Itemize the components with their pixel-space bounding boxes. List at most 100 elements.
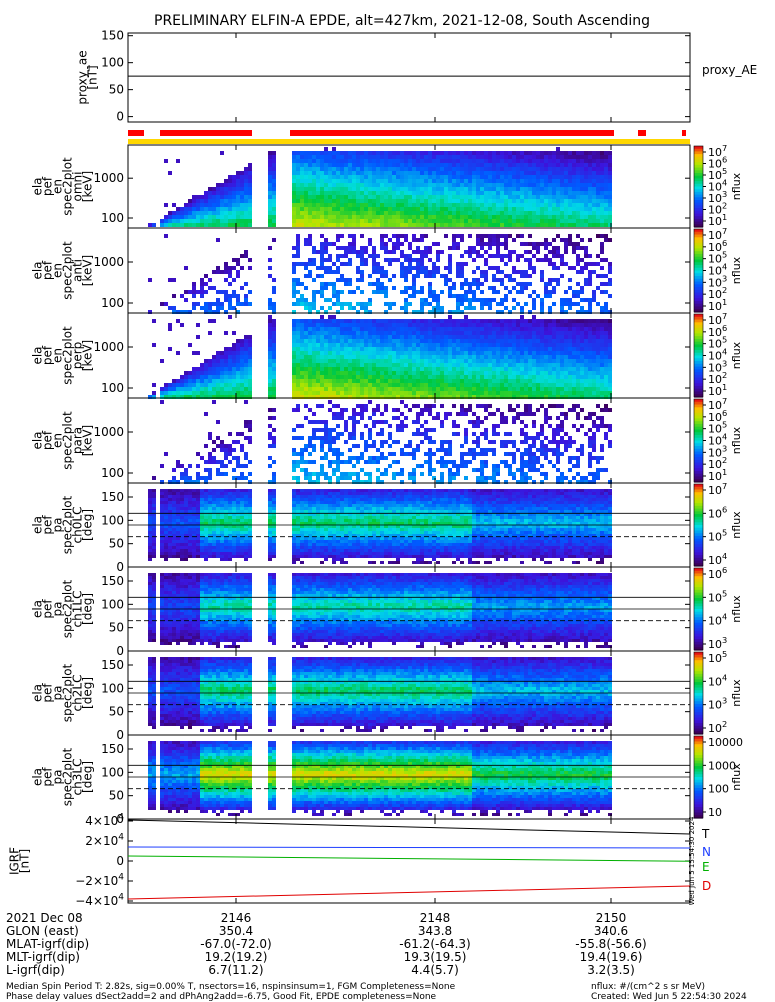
colorbar-tick: 10 xyxy=(708,806,722,819)
svg-text:elapefenspec2plotomni[keV]: elapefenspec2plotomni[keV] xyxy=(31,157,95,216)
colorbar-label: nflux xyxy=(730,256,743,284)
y-tick-label: 150 xyxy=(101,742,124,756)
y-tick-label: −2×104 xyxy=(75,873,124,888)
y-tick-label: 100 xyxy=(101,211,124,225)
proxy-ae-legend: proxy_AE xyxy=(702,63,757,77)
y-tick-label: 150 xyxy=(101,574,124,588)
plot-title: PRELIMINARY ELFIN-A EPDE, alt=427km, 202… xyxy=(154,13,650,29)
xaxis-row-value: 3.2(3.5) xyxy=(587,963,635,977)
xaxis-row-label: 2021 Dec 08 xyxy=(6,911,83,925)
footer-spin-info: Median Spin Period T: 2.82s, sig=0.00% T… xyxy=(6,982,455,992)
y-tick-label: 0 xyxy=(116,854,124,868)
y-tick-label: 2×104 xyxy=(85,833,124,848)
y-tick-label: 0 xyxy=(116,728,124,742)
xaxis-row-label: L-igrf(dip) xyxy=(6,963,65,977)
y-tick-label: 100 xyxy=(101,56,124,70)
xaxis-row-label: GLON (east) xyxy=(6,924,79,938)
igrf-line-n xyxy=(128,847,690,848)
footer-created: Created: Wed Jun 5 22:54:30 2024 xyxy=(591,992,747,1002)
xaxis-row-value: -67.0(-72.0) xyxy=(200,937,271,951)
colorbar-tick: 105 xyxy=(708,528,727,544)
panel-ela-pef-en-spec2plot-perp: 1000 100 elapefenspec2plotperp[keV] xyxy=(31,313,691,399)
y-tick-label: 0 xyxy=(116,560,124,574)
svg-text:elapefenspec2plotperp[keV]: elapefenspec2plotperp[keV] xyxy=(31,326,95,385)
y-tick-label: 50 xyxy=(109,537,124,551)
colorbar-label: nflux xyxy=(730,595,743,623)
colorbar-tick: 102 xyxy=(708,719,727,735)
colorbar-tick: 105 xyxy=(708,588,727,604)
xaxis-row-label: MLT-igrf(dip) xyxy=(6,950,80,964)
y-tick-label: 0 xyxy=(116,644,124,658)
xaxis-row-value: 350.4 xyxy=(219,924,253,938)
y-tick-label: 100 xyxy=(101,381,124,395)
xaxis-row-value: 19.3(19.5) xyxy=(404,950,467,964)
y-tick-label: 100 xyxy=(101,597,124,611)
panel-ela-pef-en-spec2plot-para: 1000 100 elapefenspec2plotpara[keV] xyxy=(31,398,691,484)
y-tick-label: 50 xyxy=(109,789,124,803)
panel-ylabel: elapefpaspec2plotch0LC[deg] xyxy=(31,495,95,554)
igrf-line-d xyxy=(128,886,690,899)
colorbar-tick: 104 xyxy=(708,672,727,688)
footer: 2021 Dec 08 2146 2148 2150 GLON (east) 3… xyxy=(0,905,775,1000)
xaxis-row-value: 340.6 xyxy=(594,924,628,938)
xaxis-row-value: 2146 xyxy=(221,911,252,925)
colorbar-label: nflux xyxy=(730,763,743,791)
y-tick-label: 100 xyxy=(101,513,124,527)
panel-ylabel: elapefpaspec2plotch2LC[deg] xyxy=(31,663,95,722)
igrf-legend-d: D xyxy=(702,879,711,893)
svg-text:elapefenspec2plotanti[keV]: elapefenspec2plotanti[keV] xyxy=(31,241,95,300)
created-side-stamp: Wed Jun 5 15:54:30 2024 xyxy=(688,816,696,905)
xaxis-row-value: 19.4(19.6) xyxy=(580,950,643,964)
footer-phase-info: Phase delay values dSect2add=2 and dPhAn… xyxy=(6,992,436,1002)
panel-ylabel: elapefenspec2plotomni[keV] xyxy=(31,157,95,216)
xaxis-row-label: MLAT-igrf(dip) xyxy=(6,937,89,951)
y-tick-label: 100 xyxy=(101,765,124,779)
colorbar-tick: 106 xyxy=(708,504,727,520)
y-tick-label: 1000 xyxy=(93,425,124,439)
panel-ylabel: elapefenspec2plotanti[keV] xyxy=(31,241,95,300)
y-tick-label: 1000 xyxy=(93,340,124,354)
y-tick-label: 50 xyxy=(109,83,124,97)
igrf-legend-e: E xyxy=(702,860,710,874)
y-tick-label: 1000 xyxy=(93,171,124,185)
panel-ylabel: elapefpaspec2plotch3LC[deg] xyxy=(31,747,95,806)
colorbar-tick: 104 xyxy=(708,612,727,628)
y-tick-label: 100 xyxy=(101,466,124,480)
status-bars xyxy=(128,130,690,144)
panel-ylabel: elapefenspec2plotperp[keV] xyxy=(31,326,95,385)
colorbar-tick: 10000 xyxy=(708,736,743,749)
xaxis-row-value: -55.8(-56.6) xyxy=(575,937,646,951)
xaxis-row-value: 343.8 xyxy=(418,924,452,938)
y-tick-label: 150 xyxy=(101,658,124,672)
y-tick-label: 0 xyxy=(116,110,124,124)
xaxis-row-value: 2148 xyxy=(420,911,451,925)
y-tick-label: 50 xyxy=(109,705,124,719)
panel-ylabel: elapefenspec2plotpara[keV] xyxy=(31,411,95,470)
colorbar-label: nflux xyxy=(730,341,743,369)
colorbar-label: nflux xyxy=(730,426,743,454)
colorbar-tick: 103 xyxy=(708,696,727,712)
colorbar-label: nflux xyxy=(730,679,743,707)
colorbar-tick: 107 xyxy=(708,481,727,497)
y-tick-label: 100 xyxy=(101,296,124,310)
xaxis-row-value: 2150 xyxy=(596,911,627,925)
panel-ylabel: elapefpaspec2plotch1LC[deg] xyxy=(31,579,95,638)
panel-ela-pef-en-spec2plot-omni: 1000 100 elapefenspec2plotomni[keV] xyxy=(31,145,691,228)
xaxis-row-value: 19.2(19.2) xyxy=(205,950,268,964)
colorbar-label: nflux xyxy=(730,172,743,200)
y-tick-label: 150 xyxy=(101,29,124,43)
y-tick-label: 150 xyxy=(101,490,124,504)
xaxis-row-value: -61.2(-64.3) xyxy=(399,937,470,951)
colorbar-tick: 106 xyxy=(708,565,727,581)
footer-units: nflux: #/(cm^2 s sr MeV) xyxy=(591,982,705,992)
colorbar-label: nflux xyxy=(730,511,743,539)
y-tick-label: 100 xyxy=(101,681,124,695)
